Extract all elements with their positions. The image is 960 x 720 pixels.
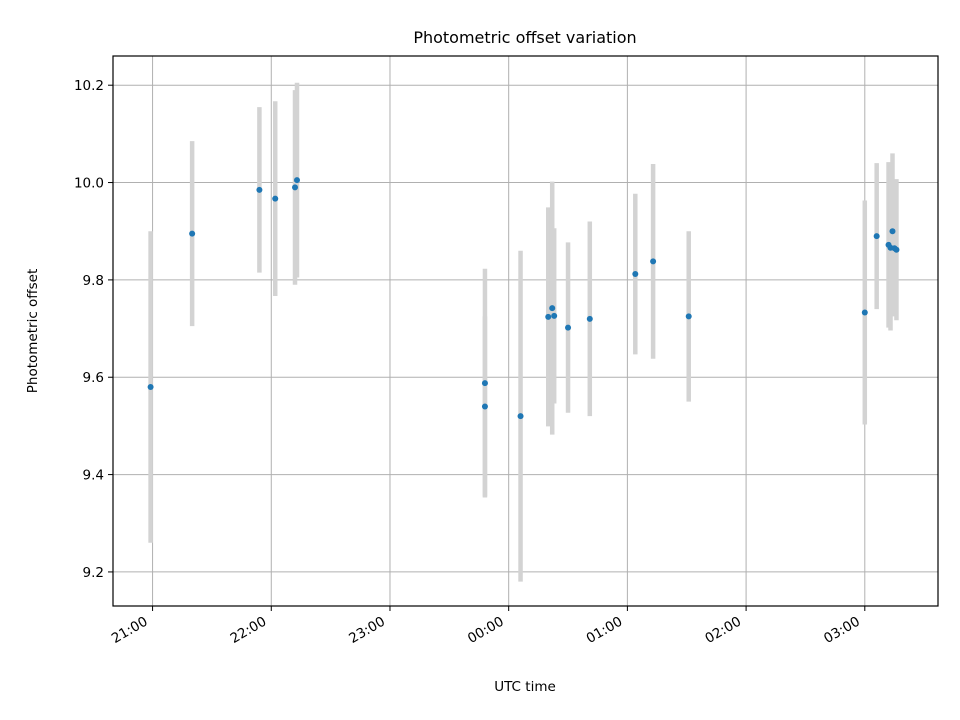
y-axis: 9.2 9.4 9.6 9.8 10.0 10.2 xyxy=(74,78,113,581)
data-point xyxy=(147,383,154,390)
data-points xyxy=(147,177,900,420)
data-point xyxy=(873,233,880,240)
y-tick-label: 9.8 xyxy=(83,273,104,289)
data-point xyxy=(586,315,593,322)
chart-title: Photometric offset variation xyxy=(413,28,636,47)
data-point xyxy=(292,184,299,191)
y-tick-label: 10.2 xyxy=(74,78,104,94)
grid xyxy=(113,56,938,606)
data-point xyxy=(189,230,196,237)
y-axis-label: Photometric offset xyxy=(25,269,41,393)
x-axis-label: UTC time xyxy=(494,679,556,695)
data-point xyxy=(565,324,572,331)
data-point xyxy=(650,258,657,265)
data-point xyxy=(685,313,692,320)
y-tick-label: 9.6 xyxy=(83,370,104,386)
data-point xyxy=(889,228,896,235)
y-tick-label: 10.0 xyxy=(74,176,104,192)
data-point xyxy=(861,309,868,316)
data-point xyxy=(632,271,639,278)
y-tick-label: 9.2 xyxy=(83,565,104,581)
plot-frame xyxy=(112,55,939,607)
data-point xyxy=(293,177,300,184)
data-point xyxy=(481,380,488,387)
data-point xyxy=(551,312,558,319)
data-point xyxy=(481,403,488,410)
data-point xyxy=(517,413,524,420)
data-point xyxy=(256,186,263,193)
data-point xyxy=(893,246,900,253)
data-point xyxy=(545,313,552,320)
data-point xyxy=(272,195,279,202)
y-tick-label: 9.4 xyxy=(83,468,104,484)
data-point xyxy=(549,305,556,312)
